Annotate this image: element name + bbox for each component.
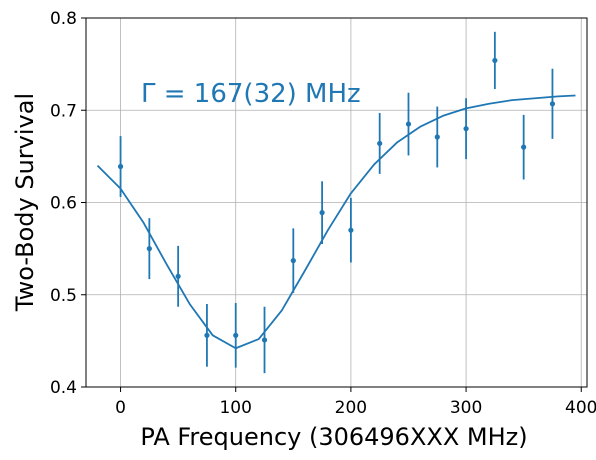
data-point xyxy=(434,134,440,140)
data-point xyxy=(377,140,383,147)
fit-curve xyxy=(96,94,576,350)
y-tick-label: 0.8 xyxy=(50,9,77,29)
y-axis-label: Two-Body Survival xyxy=(11,93,39,312)
grid-lines xyxy=(86,17,587,388)
gamma-annotation: Γ = 167(32) MHz xyxy=(141,79,361,109)
data-point xyxy=(290,258,296,264)
fit-curve-group xyxy=(96,94,576,350)
x-tick-label: 200 xyxy=(335,398,367,418)
x-axis-label: PA Frequency (306496XXX MHz) xyxy=(140,423,527,451)
x-ticks: 0 100 200 300 400 xyxy=(115,387,596,418)
x-tick-label: 0 xyxy=(115,398,126,418)
x-tick-label: 300 xyxy=(450,398,482,418)
y-tick-label: 0.4 xyxy=(50,378,77,398)
data-point xyxy=(261,337,268,343)
x-tick-label: 400 xyxy=(565,398,596,418)
data-point xyxy=(319,210,325,216)
data-point xyxy=(117,163,124,170)
y-tick-label: 0.7 xyxy=(50,101,77,121)
data-point xyxy=(348,227,354,233)
data-point xyxy=(521,144,527,150)
y-tick-label: 0.5 xyxy=(50,286,77,306)
data-point xyxy=(204,332,210,338)
data-point xyxy=(233,332,239,338)
data-point xyxy=(549,101,556,107)
y-ticks: 0.4 0.5 0.6 0.7 0.8 xyxy=(50,9,86,398)
data-point xyxy=(492,57,498,64)
y-tick-label: 0.6 xyxy=(50,194,77,214)
data-points-group xyxy=(117,31,556,374)
data-point xyxy=(463,126,469,132)
data-point xyxy=(405,121,412,127)
data-point xyxy=(146,246,152,252)
x-tick-label: 100 xyxy=(219,398,251,418)
data-point xyxy=(175,273,181,279)
